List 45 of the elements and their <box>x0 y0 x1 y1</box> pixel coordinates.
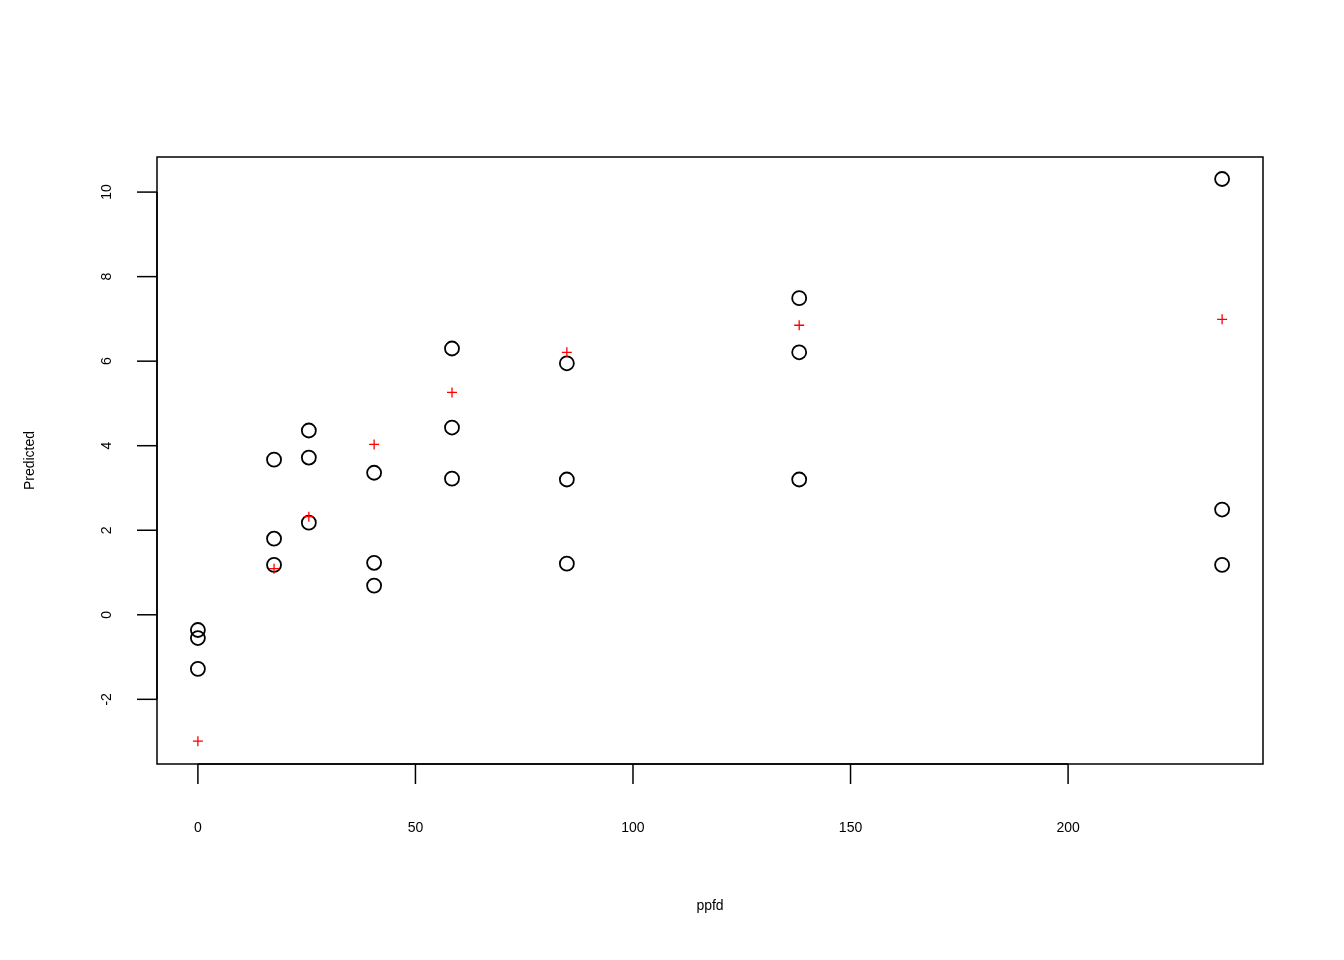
point <box>558 471 575 488</box>
y-tick-label: -2 <box>98 692 114 706</box>
point <box>558 555 575 572</box>
point <box>190 660 206 677</box>
point <box>268 563 280 575</box>
point <box>791 471 808 488</box>
point <box>300 514 317 531</box>
y-tick-label: 4 <box>98 441 114 450</box>
point <box>791 290 808 307</box>
point <box>366 554 383 571</box>
point <box>366 464 383 481</box>
x-tick-label: 0 <box>194 819 202 835</box>
point <box>446 386 458 399</box>
point <box>1214 171 1230 187</box>
point <box>444 470 460 487</box>
point <box>791 344 808 361</box>
y-tick-label: 10 <box>98 184 114 200</box>
point <box>558 355 575 372</box>
y-tick-label: 2 <box>98 526 114 535</box>
point <box>1216 313 1228 325</box>
x-tick-label: 200 <box>1056 819 1080 835</box>
point <box>368 438 380 451</box>
point <box>1214 501 1230 518</box>
point <box>266 451 282 468</box>
point <box>793 319 805 331</box>
x-tick-label: 50 <box>407 819 424 835</box>
point <box>266 530 282 547</box>
point <box>300 449 317 466</box>
point <box>192 735 204 747</box>
y-tick-label: 6 <box>98 357 114 366</box>
x-tick-label: 100 <box>621 819 645 835</box>
point <box>190 622 206 638</box>
point <box>266 557 282 573</box>
point <box>190 630 206 646</box>
y-axis-title: Predicted <box>21 430 37 491</box>
y-tick-label: 0 <box>98 610 114 619</box>
point <box>444 419 460 436</box>
y-tick-label: 8 <box>98 272 114 281</box>
x-tick-label: 150 <box>838 819 863 835</box>
point <box>366 577 383 594</box>
point <box>1214 557 1230 573</box>
point <box>561 346 573 358</box>
point <box>300 422 317 439</box>
x-axis-title: ppfd <box>696 897 724 913</box>
point <box>444 340 460 357</box>
